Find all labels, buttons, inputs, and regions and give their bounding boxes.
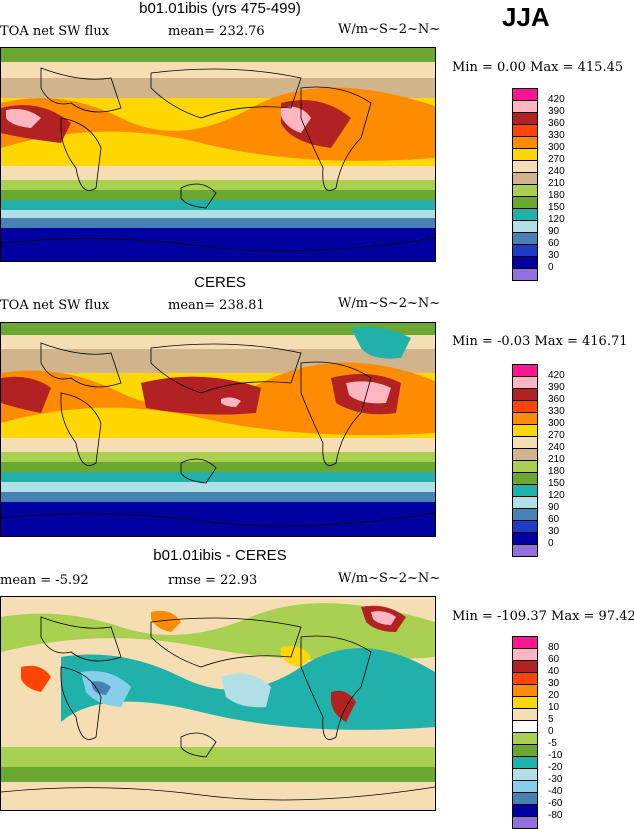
colorbar-tick-label: 5 xyxy=(548,714,554,725)
colorbar-tick-label: -40 xyxy=(548,786,563,797)
colorbar-tick-label: 390 xyxy=(548,382,565,393)
panel3-title: b01.01ibis - CERES xyxy=(153,547,287,564)
colorbar-tick-label: 300 xyxy=(548,418,565,429)
colorbar-tick-label: 420 xyxy=(548,94,565,105)
colorbar-tick-label: -60 xyxy=(548,798,563,809)
panel2-mean-label: mean= 238.81 xyxy=(168,298,265,313)
colorbar-tick-label: 360 xyxy=(548,394,565,405)
colorbar-tick-label: 40 xyxy=(548,666,560,677)
colorbar-tick-label: -30 xyxy=(548,774,563,785)
panel1-mean-label: mean= 232.76 xyxy=(168,24,265,39)
colorbar-tick-label: 30 xyxy=(548,526,560,537)
colorbar-swatch xyxy=(512,816,538,829)
panel1-units-label: W/m~S~2~N~ xyxy=(338,22,441,37)
panel2-title: CERES xyxy=(194,274,246,291)
colorbar-tick-label: 240 xyxy=(548,166,565,177)
colorbar-tick-label: 240 xyxy=(548,442,565,453)
panel2-map-svg xyxy=(0,323,436,536)
colorbar-swatch xyxy=(512,268,538,281)
colorbar-tick-label: 180 xyxy=(548,190,565,201)
panel2-variable-label: TOA net SW flux xyxy=(0,298,110,313)
colorbar-tick-label: 60 xyxy=(548,238,560,249)
colorbar-tick-label: 420 xyxy=(548,370,565,381)
colorbar-tick-label: 330 xyxy=(548,130,565,141)
colorbar-tick-label: 390 xyxy=(548,106,565,117)
colorbar-tick-label: 150 xyxy=(548,202,565,213)
colorbar-tick-label: 60 xyxy=(548,514,560,525)
panel3-units-label: W/m~S~2~N~ xyxy=(338,571,441,586)
panel1-variable-label: TOA net SW flux xyxy=(0,24,110,39)
colorbar-tick-label: 80 xyxy=(548,642,560,653)
colorbar-tick-label: 270 xyxy=(548,154,565,165)
panel1-min-max: Min = 0.00 Max = 415.45 xyxy=(452,60,624,75)
panel1-map-svg xyxy=(0,48,436,261)
colorbar-tick-label: -5 xyxy=(548,738,557,749)
colorbar-tick-label: 0 xyxy=(548,538,554,549)
colorbar-tick-label: 270 xyxy=(548,430,565,441)
colorbar-tick-label: 210 xyxy=(548,178,565,189)
colorbar-tick-label: -10 xyxy=(548,750,563,761)
panel3-mean-label: mean = -5.92 xyxy=(0,573,89,588)
colorbar-tick-label: 360 xyxy=(548,118,565,129)
panel1-colorbar xyxy=(512,88,538,281)
colorbar-tick-label: 0 xyxy=(548,262,554,273)
colorbar-tick-label: 60 xyxy=(548,654,560,665)
panel2-colorbar xyxy=(512,364,538,557)
panel3-map-svg xyxy=(0,597,436,810)
colorbar-tick-label: 10 xyxy=(548,702,560,713)
colorbar-tick-label: 180 xyxy=(548,466,565,477)
panel3-map xyxy=(0,596,436,811)
colorbar-tick-label: 300 xyxy=(548,142,565,153)
panel3-colorbar xyxy=(512,636,538,829)
panel2-units-label: W/m~S~2~N~ xyxy=(338,296,441,311)
colorbar-tick-label: 120 xyxy=(548,490,565,501)
colorbar-tick-label: 30 xyxy=(548,678,560,689)
colorbar-tick-label: 30 xyxy=(548,250,560,261)
season-label: JJA xyxy=(502,2,550,32)
colorbar-tick-label: 120 xyxy=(548,214,565,225)
panel1-title: b01.01ibis (yrs 475-499) xyxy=(139,0,301,17)
colorbar-tick-label: 0 xyxy=(548,726,554,737)
panel2-min-max: Min = -0.03 Max = 416.71 xyxy=(452,334,628,349)
colorbar-swatch xyxy=(512,544,538,557)
colorbar-tick-label: 330 xyxy=(548,406,565,417)
panel3-min-max: Min = -109.37 Max = 97.42 xyxy=(452,609,634,624)
colorbar-tick-label: -20 xyxy=(548,762,563,773)
colorbar-tick-label: 90 xyxy=(548,502,560,513)
panel2-map xyxy=(0,322,436,537)
panel1-map xyxy=(0,47,436,262)
colorbar-tick-label: 20 xyxy=(548,690,560,701)
panel3-rmse-label: rmse = 22.93 xyxy=(168,573,258,588)
colorbar-tick-label: 90 xyxy=(548,226,560,237)
colorbar-tick-label: 150 xyxy=(548,478,565,489)
colorbar-tick-label: 210 xyxy=(548,454,565,465)
colorbar-tick-label: -80 xyxy=(548,810,563,821)
